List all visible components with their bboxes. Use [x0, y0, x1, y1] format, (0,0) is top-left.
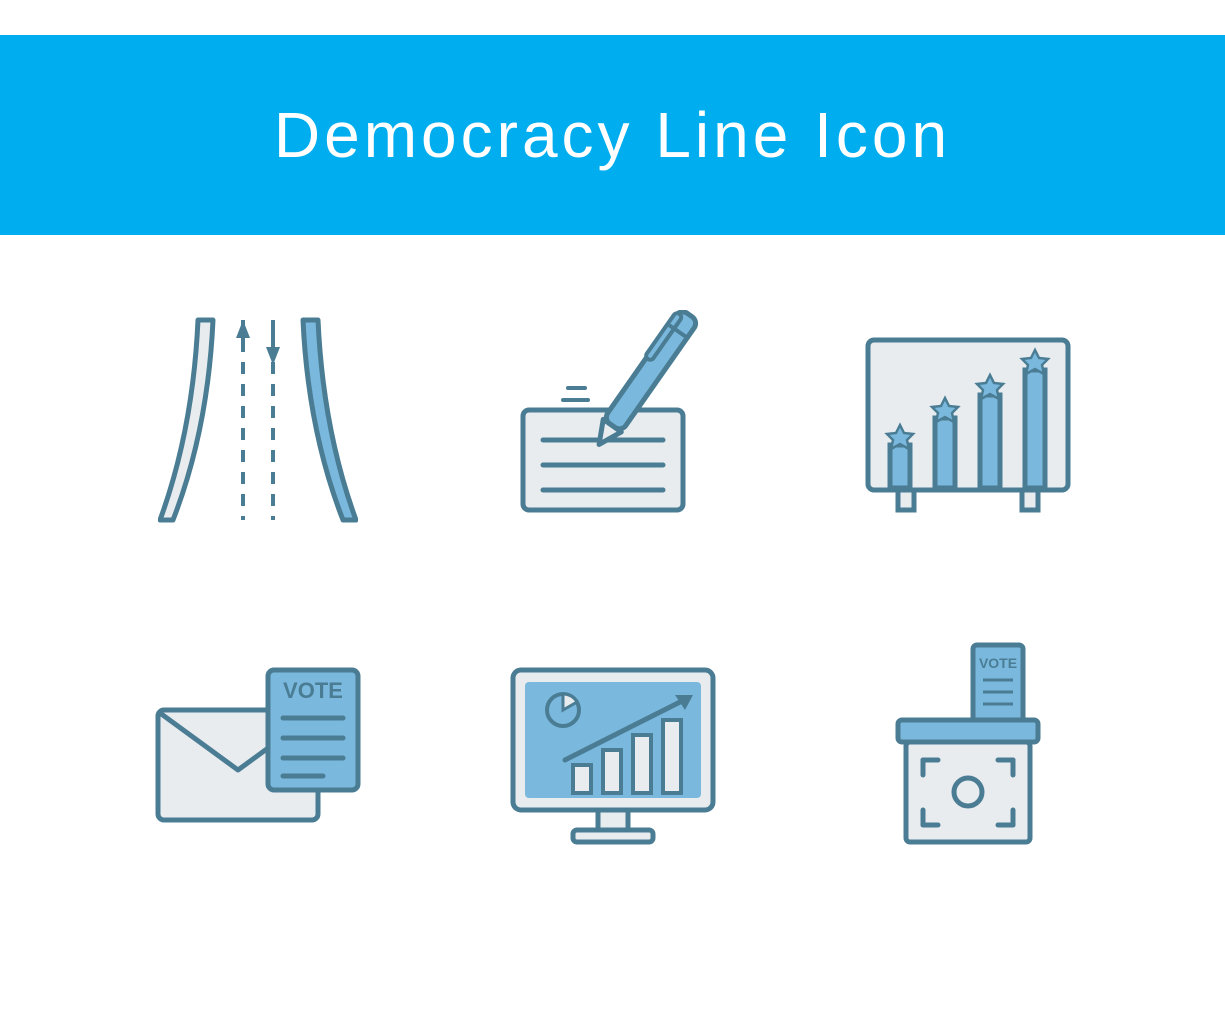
vote-label-1: VOTE: [283, 678, 343, 703]
results-board-icon: [858, 320, 1078, 520]
pen-write-icon: [513, 310, 713, 530]
cell-monitor: [455, 605, 770, 895]
ballot-box-icon: VOTE: [878, 640, 1058, 860]
cell-mailvote: VOTE: [100, 605, 415, 895]
cell-results: [810, 275, 1125, 565]
cell-pen: [455, 275, 770, 565]
diverge-path-icon: [158, 310, 358, 530]
cell-ballotbox: VOTE: [810, 605, 1125, 895]
title-text: Democracy Line Icon: [274, 98, 951, 172]
monitor-stats-icon: [503, 650, 723, 850]
cell-diverge: [100, 275, 415, 565]
icon-grid: VOTE: [0, 235, 1225, 935]
mail-vote-icon: VOTE: [148, 650, 368, 850]
vote-label-2: VOTE: [978, 655, 1016, 671]
title-banner: Democracy Line Icon: [0, 35, 1225, 235]
